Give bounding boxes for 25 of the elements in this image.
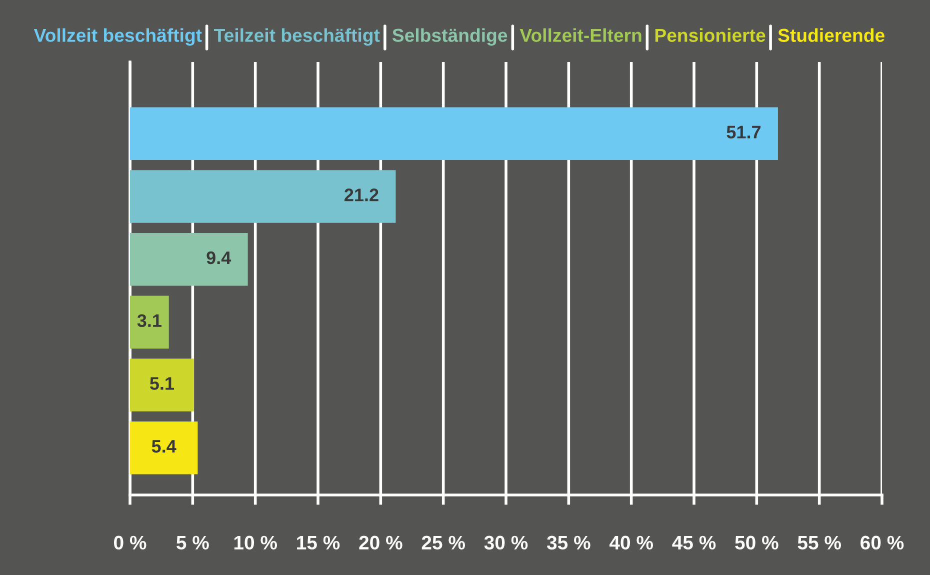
x-tick-label: 55 % [798,536,841,550]
x-tick-label: 45 % [672,536,716,550]
text: Teilzeit beschäftigt [214,28,380,46]
text: Studierende [778,28,884,42]
data-label: 21.2 [344,188,378,202]
data-label: 5.1 [150,377,174,390]
x-tick-label: 60 % [860,536,904,550]
data-label: 5.4 [152,440,176,453]
data-label: 51.7 [726,126,761,138]
x-tick-label: 35 % [546,536,590,550]
x-tick-label: 25 % [422,536,465,550]
x-tick-label: 5 % [176,536,209,550]
x-tick-label: 50 % [735,536,778,550]
text: Vollzeit beschäftigt [34,28,202,46]
x-tick-label: 15 % [297,536,340,550]
x-tick-label: 0 % [114,536,146,550]
x-tick-label: 40 % [609,536,653,550]
x-tick-label: 20 % [359,536,402,550]
x-tick-label: 30 % [484,536,528,550]
data-label: 9.4 [206,251,232,264]
text: Vollzeit-Eltern [520,28,642,42]
x-tick-label: 10 % [234,536,277,550]
text: Pensionierte [655,28,766,42]
text: Selbständige [392,28,508,46]
data-label: 3.1 [137,314,162,328]
